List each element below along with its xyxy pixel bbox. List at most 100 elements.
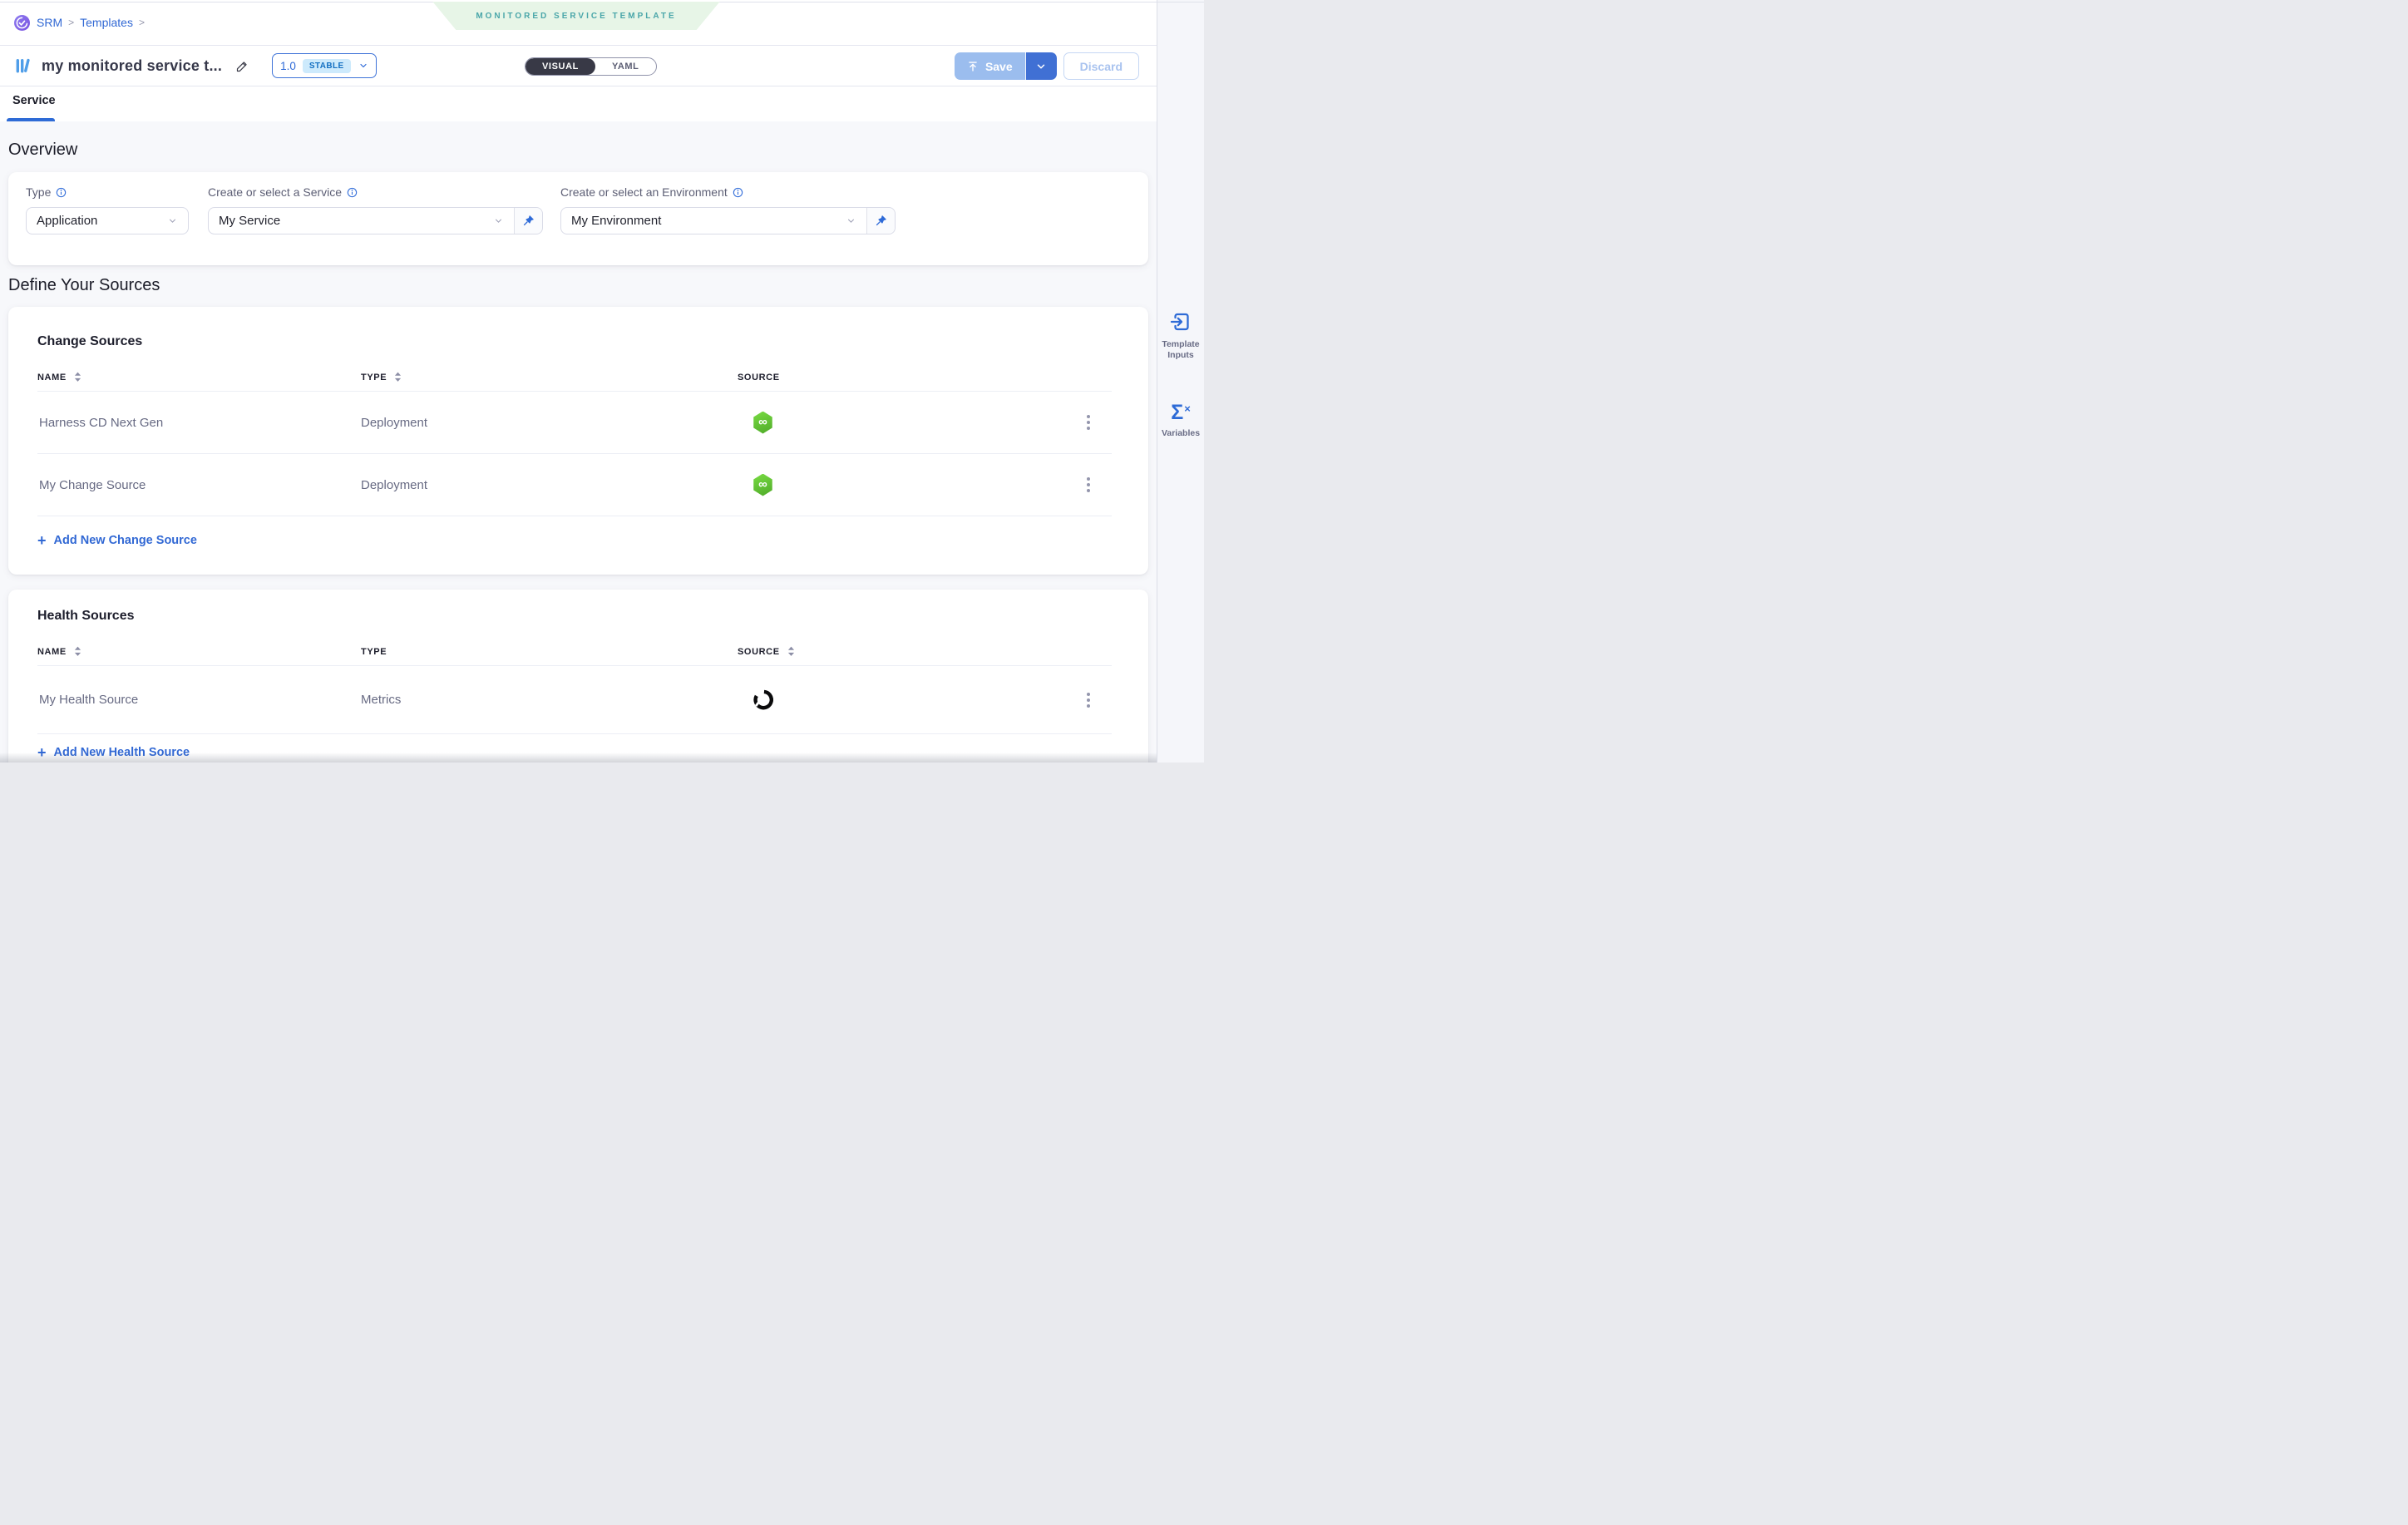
chevron-down-icon [1037,63,1045,69]
row-source: ∞ [738,473,1078,496]
tab-service[interactable]: Service [12,94,56,107]
version-selector[interactable]: 1.0 STABLE [272,53,377,78]
edit-title-button[interactable] [232,56,252,76]
monitored-service-template-badge: MONITORED SERVICE TEMPLATE [432,2,719,30]
type-label: Type [26,185,52,199]
row-type: Metrics [361,693,402,707]
version-number: 1.0 [280,59,296,72]
sort-icon [395,372,402,382]
column-header-type-label: TYPE [361,646,387,657]
table-row[interactable]: My Health Source Metrics [37,666,1112,734]
toggle-yaml[interactable]: YAML [611,62,639,72]
template-inputs-button[interactable]: Template Inputs [1157,309,1204,361]
environment-field-group: Create or select an Environment My Envir… [560,185,896,265]
define-sources-heading: Define Your Sources [8,276,160,294]
column-header-type-label: TYPE [361,372,387,382]
column-header-type[interactable]: TYPE [361,372,738,382]
template-inputs-label-line1: Template [1162,339,1200,349]
template-inputs-label-line2: Inputs [1167,350,1194,360]
row-menu-button[interactable] [1078,412,1098,432]
sort-icon [787,646,794,656]
sigma-glyph: Σ [1171,401,1184,424]
environment-label: Create or select an Environment [560,185,728,199]
info-icon[interactable] [733,187,743,198]
save-options-button[interactable] [1025,52,1057,80]
service-pin-button[interactable] [514,208,542,234]
environment-select[interactable]: My Environment [560,207,896,234]
harness-cd-icon: ∞ [753,411,772,434]
service-select-value: My Service [219,214,281,228]
row-name: My Change Source [39,477,146,492]
service-select[interactable]: My Service [208,207,543,234]
row-type: Deployment [361,415,428,430]
change-sources-heading: Change Sources [37,334,143,348]
column-header-name-label: NAME [37,646,67,657]
row-menu-button[interactable] [1078,690,1098,710]
info-icon[interactable] [56,187,67,198]
breadcrumb-templates[interactable]: Templates [80,16,133,29]
save-split-button: Save [954,52,1057,80]
environment-pin-button[interactable] [866,208,895,234]
chevron-down-icon [495,219,502,223]
row-type: Deployment [361,477,428,492]
right-rail: Template Inputs Σ × Variables [1157,0,1204,762]
table-row[interactable]: My Change Source Deployment ∞ [37,454,1112,516]
badge-label: MONITORED SERVICE TEMPLATE [476,11,677,21]
content-area: Overview Type Application [0,121,1157,762]
column-header-source[interactable]: SOURCE [738,646,1078,657]
type-select[interactable]: Application [26,207,189,234]
discard-button[interactable]: Discard [1063,52,1139,80]
plus-icon: + [37,744,47,761]
row-name: Harness CD Next Gen [39,415,164,430]
add-health-source-label: Add New Health Source [53,746,190,759]
infinity-glyph: ∞ [758,476,767,491]
type-label-row: Type [26,185,189,200]
sort-icon [74,372,81,382]
save-button[interactable]: Save [954,52,1026,80]
environment-select-value: My Environment [571,214,662,228]
harness-cd-icon: ∞ [753,473,772,496]
change-sources-table-header: NAME TYPE SOURCE [37,363,1112,392]
column-header-name[interactable]: NAME [37,372,361,382]
chevron-down-icon [359,63,367,68]
column-header-name-label: NAME [37,372,67,382]
template-library-icon [16,58,30,73]
type-select-value: Application [37,214,98,228]
toggle-visual[interactable]: VISUAL [526,58,595,75]
info-icon[interactable] [347,187,358,198]
main-area: SRM > Templates > MONITORED SERVICE TEMP… [0,0,1157,762]
row-menu-button[interactable] [1078,475,1098,495]
appdynamics-icon [753,689,773,710]
page-title: my monitored service t... [42,57,223,74]
add-health-source-button[interactable]: + Add New Health Source [8,734,1148,762]
column-header-source: SOURCE [738,373,1078,382]
breadcrumb-srm[interactable]: SRM [37,16,63,29]
health-sources-table-header: NAME TYPE SOURCE [37,638,1112,666]
add-change-source-label: Add New Change Source [53,534,197,547]
breadcrumb-separator: > [138,17,145,28]
overview-card: Type Application Create or select a Serv… [8,172,1148,265]
times-glyph: × [1184,402,1191,415]
breadcrumb-separator: > [68,17,75,28]
table-row[interactable]: Harness CD Next Gen Deployment ∞ [37,392,1112,454]
type-select-main: Application [27,208,188,234]
service-select-main: My Service [209,208,514,234]
save-button-label: Save [984,59,1013,73]
column-header-name[interactable]: NAME [37,646,361,657]
service-label: Create or select a Service [208,185,343,199]
srm-module-icon [14,14,30,31]
overview-heading: Overview [8,141,78,159]
title-bar: my monitored service t... 1.0 STABLE VIS… [0,46,1157,86]
chevron-down-icon [847,219,855,223]
template-inputs-icon [1170,313,1189,331]
type-field-group: Type Application [26,185,189,265]
pin-icon [876,215,886,226]
sort-icon [74,646,81,656]
variables-button[interactable]: Σ × Variables [1157,402,1204,439]
service-label-row: Create or select a Service [208,185,543,200]
add-change-source-button[interactable]: + Add New Change Source [8,516,1148,565]
header-actions: Save Discard [954,52,1139,80]
pencil-icon [236,61,247,72]
active-tab-underline [7,118,55,121]
visual-yaml-toggle: VISUAL YAML [525,57,657,76]
